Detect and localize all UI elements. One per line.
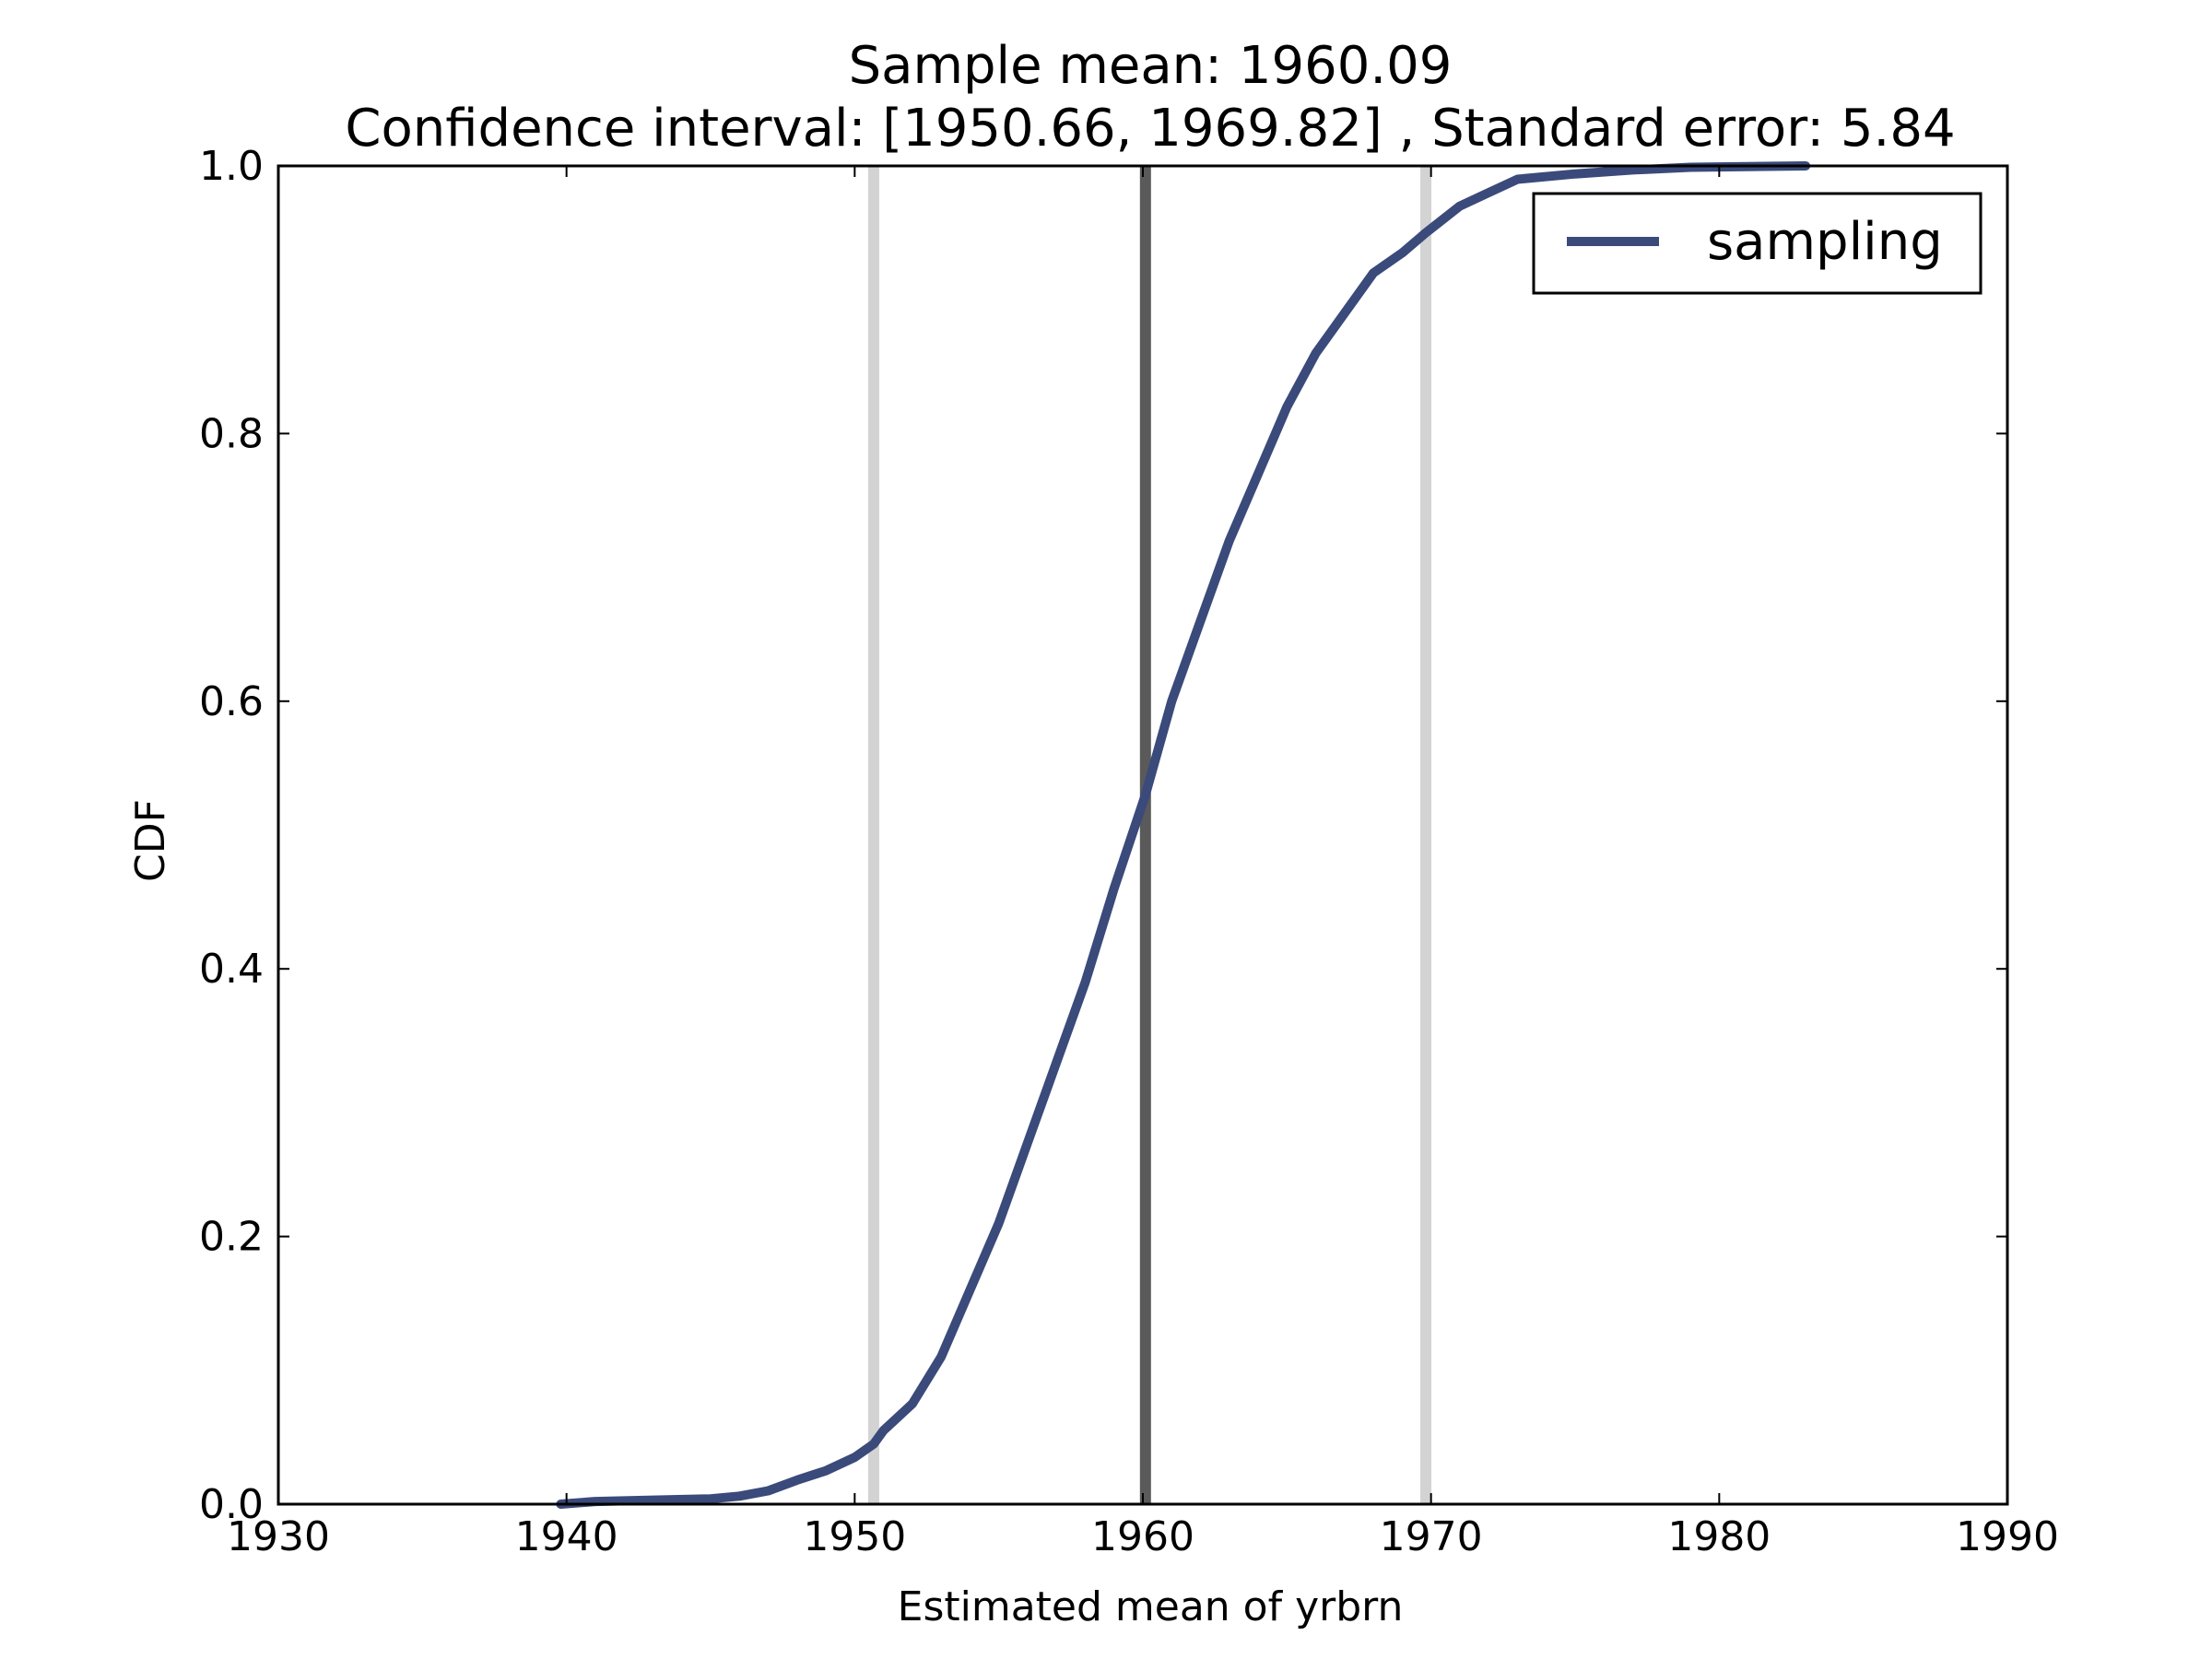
x-tick-label: 1930 (227, 1513, 330, 1560)
series-lines (556, 161, 1811, 1509)
axis-ticks (277, 165, 2008, 1505)
legend: sampling (1532, 192, 1983, 295)
y-tick-label: 0.0 (199, 1481, 264, 1528)
y-tick-label: 1.0 (199, 143, 264, 190)
x-tick-label: 1970 (1380, 1513, 1483, 1560)
y-tick-label: 0.8 (199, 410, 264, 457)
x-tick-label: 1950 (803, 1513, 906, 1560)
x-tick-label: 1980 (1667, 1513, 1771, 1560)
y-axis-label: CDF (127, 799, 174, 882)
y-tick-label: 0.6 (199, 678, 264, 725)
chart-title: Sample mean: 1960.09 (849, 36, 1453, 96)
x-tick-label: 1990 (1956, 1513, 2059, 1560)
y-tick-label: 0.2 (199, 1214, 264, 1261)
x-axis-label: Estimated mean of yrbrn (898, 1583, 1404, 1630)
x-tick-label: 1940 (515, 1513, 618, 1560)
axis-tick-labels: 1930 1940 1950 1960 1970 1980 1990 0.0 0.2 0.4 0.6… (199, 143, 2059, 1560)
legend-label-sampling: sampling (1707, 212, 1943, 272)
y-tick-label: 0.4 (199, 946, 264, 993)
x-tick-label: 1960 (1091, 1513, 1194, 1560)
chart-subtitle: Confidence interval: [1950.66, 1969.82] … (345, 99, 1955, 159)
reference-lines (867, 166, 1432, 1504)
series-line-sampling (556, 161, 1811, 1509)
